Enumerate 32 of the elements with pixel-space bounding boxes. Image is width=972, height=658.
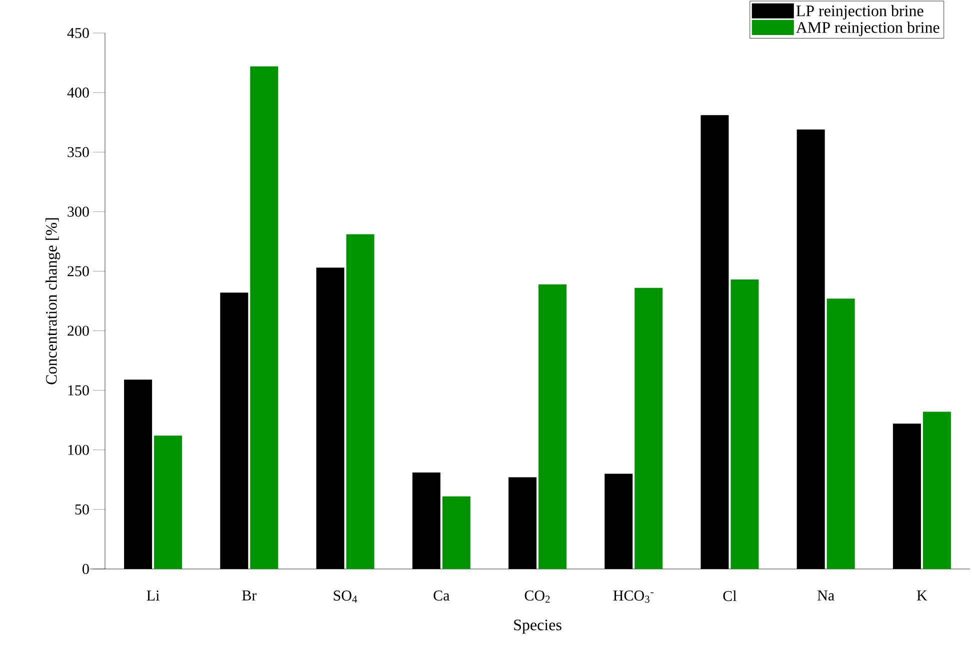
bar [922, 412, 951, 569]
y-tick-label: 300 [68, 206, 89, 217]
x-axis-title: Species [514, 620, 562, 634]
bar [634, 288, 663, 569]
x-tick-label: Li [146, 590, 160, 600]
y-tick-label: 100 [68, 444, 89, 455]
x-tick-label: Na [818, 590, 834, 600]
y-tick-label: 200 [68, 326, 89, 336]
legend-label: LP reinjection brine [796, 5, 924, 20]
y-tick-label: 150 [68, 385, 89, 396]
y-tick-label: 0 [82, 564, 89, 574]
x-tick-label: Ca [434, 590, 450, 601]
y-axis-title: Concentration change [%] [46, 218, 60, 384]
bar [250, 66, 278, 569]
y-tick-label: 400 [67, 87, 89, 98]
bar [346, 234, 374, 569]
bar [538, 284, 566, 569]
bar [730, 280, 759, 569]
x-tick-label: SO$_{4}$ [334, 590, 358, 603]
bar [442, 496, 470, 569]
x-tick-label: Br [242, 590, 257, 600]
y-tick-label: 50 [75, 504, 89, 514]
bar [154, 436, 182, 569]
bar [826, 298, 855, 569]
x-tick-label: Cl [723, 590, 736, 602]
y-tick-label: 350 [68, 147, 89, 158]
x-tick-label: CO$_{2}$ [524, 590, 550, 603]
y-tick-label: 450 [67, 28, 89, 38]
x-tick-label: K [916, 590, 928, 600]
legend-label: AMP reinjection brine [796, 22, 940, 36]
x-tick-label: HCO$_{3}$- [613, 590, 654, 603]
y-tick-label: 250 [68, 266, 89, 276]
